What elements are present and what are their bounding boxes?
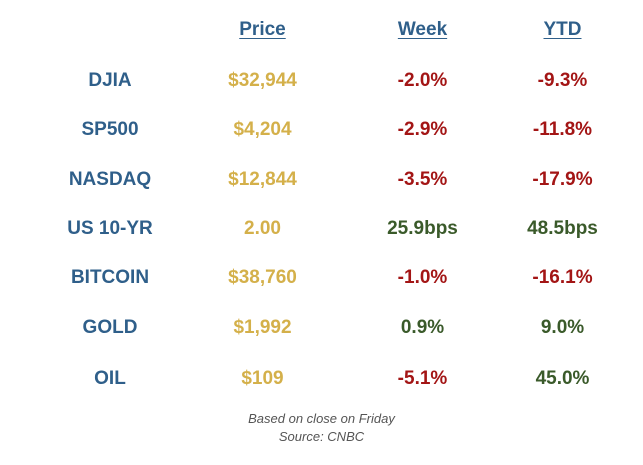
ticker-label: DJIA bbox=[88, 70, 132, 91]
ticker-label: US 10-YR bbox=[67, 218, 153, 239]
ytd-change: 48.5bps bbox=[527, 218, 598, 239]
footnote-source: Source: CNBC bbox=[278, 429, 365, 444]
price-value: $32,944 bbox=[228, 70, 297, 91]
week-change: 25.9bps bbox=[387, 218, 458, 239]
price-value: $4,204 bbox=[233, 119, 292, 140]
footnote: Based on close on Friday Source: CNBC bbox=[0, 410, 643, 446]
ytd-change: 9.0% bbox=[540, 317, 585, 338]
week-change: -1.0% bbox=[397, 267, 448, 288]
week-change: -2.9% bbox=[397, 119, 448, 140]
ticker-label: BITCOIN bbox=[70, 267, 150, 288]
ytd-change: -9.3% bbox=[537, 70, 588, 91]
ytd-change: -17.9% bbox=[532, 169, 593, 190]
header-price: Price bbox=[239, 19, 286, 40]
table-row: BITCOIN $38,760 -1.0% -16.1% bbox=[0, 263, 643, 293]
week-change: -3.5% bbox=[397, 169, 448, 190]
week-change: -2.0% bbox=[397, 70, 448, 91]
header-ytd: YTD bbox=[543, 19, 582, 40]
ytd-change: 45.0% bbox=[535, 368, 590, 389]
ytd-change: -16.1% bbox=[532, 267, 593, 288]
price-value: $1,992 bbox=[233, 317, 292, 338]
ticker-label: NASDAQ bbox=[68, 169, 152, 190]
price-value: $12,844 bbox=[228, 169, 297, 190]
ytd-change: -11.8% bbox=[532, 119, 593, 140]
header-week: Week bbox=[397, 19, 448, 40]
price-value: $38,760 bbox=[228, 267, 297, 288]
ticker-label: GOLD bbox=[82, 317, 138, 338]
table-row: OIL $109 -5.1% 45.0% bbox=[0, 364, 643, 394]
header-row: Price Week YTD bbox=[0, 15, 643, 45]
price-value: $109 bbox=[241, 368, 284, 389]
ticker-label: OIL bbox=[94, 368, 126, 389]
table-row: DJIA $32,944 -2.0% -9.3% bbox=[0, 66, 643, 96]
week-change: 0.9% bbox=[400, 317, 445, 338]
footnote-basis: Based on close on Friday bbox=[248, 411, 395, 426]
table-row: NASDAQ $12,844 -3.5% -17.9% bbox=[0, 165, 643, 195]
week-change: -5.1% bbox=[397, 368, 448, 389]
ticker-label: SP500 bbox=[81, 119, 139, 140]
table-row: SP500 $4,204 -2.9% -11.8% bbox=[0, 115, 643, 145]
table-row: US 10-YR 2.00 25.9bps 48.5bps bbox=[0, 214, 643, 244]
table-row: GOLD $1,992 0.9% 9.0% bbox=[0, 313, 643, 343]
price-value: 2.00 bbox=[244, 218, 281, 239]
